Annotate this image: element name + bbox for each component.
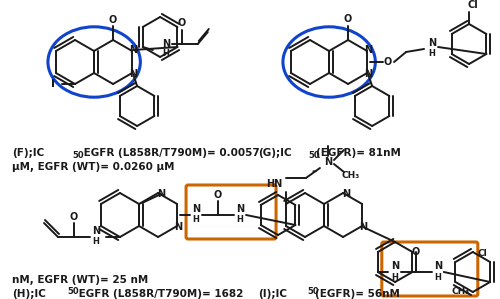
Text: H: H [162,50,169,59]
Text: CH₃: CH₃ [342,172,360,181]
Text: N: N [129,69,137,79]
Text: N: N [129,45,137,55]
Text: N: N [364,69,372,79]
Text: N: N [342,189,350,199]
Text: N: N [157,189,165,199]
Text: N: N [428,38,436,48]
Text: HN: HN [266,179,282,189]
Text: EGFR (L858R/T790M)= 0.0057: EGFR (L858R/T790M)= 0.0057 [80,148,260,158]
Text: (EGFR)= 56nM: (EGFR)= 56nM [315,289,400,299]
Text: I: I [51,79,55,89]
Text: H: H [92,237,100,246]
Text: 50: 50 [72,151,84,160]
Text: Cl: Cl [477,249,487,259]
Text: (I);IC: (I);IC [258,289,287,299]
Text: CH₃: CH₃ [452,288,469,297]
Text: H: H [428,50,436,59]
Text: nM, EGFR (WT)= 25 nM: nM, EGFR (WT)= 25 nM [12,275,148,285]
Text: N: N [359,222,367,232]
Text: (EGFR)= 81nM: (EGFR)= 81nM [316,148,401,158]
Text: N: N [236,204,244,214]
Text: N: N [390,261,399,271]
Text: N: N [364,45,372,55]
Text: H: H [392,272,398,281]
Text: -: - [312,166,316,179]
Text: H: H [434,272,441,281]
Text: N: N [324,157,332,167]
Text: H: H [236,216,244,225]
Text: N: N [192,204,200,214]
Text: O: O [384,57,392,67]
Text: 50: 50 [307,287,318,296]
Text: N: N [162,39,170,49]
Text: O: O [109,15,117,25]
Text: H: H [192,216,200,225]
Text: O: O [412,247,420,257]
Text: O: O [70,212,78,222]
Text: 50: 50 [67,287,78,296]
Text: O: O [344,14,352,24]
Text: (G);IC: (G);IC [258,148,292,158]
Text: O: O [214,190,222,200]
Text: 50: 50 [308,151,320,160]
Text: N: N [92,226,100,236]
Text: μM, EGFR (WT)= 0.0260 μM: μM, EGFR (WT)= 0.0260 μM [12,162,174,172]
Text: EGFR (L858R/T790M)= 1682: EGFR (L858R/T790M)= 1682 [75,289,243,299]
Text: N: N [434,261,442,271]
Text: (F);IC: (F);IC [12,148,44,158]
Text: O: O [178,18,186,28]
Text: (H);IC: (H);IC [12,289,46,299]
Text: N: N [174,222,182,232]
Text: Cl: Cl [468,0,478,10]
